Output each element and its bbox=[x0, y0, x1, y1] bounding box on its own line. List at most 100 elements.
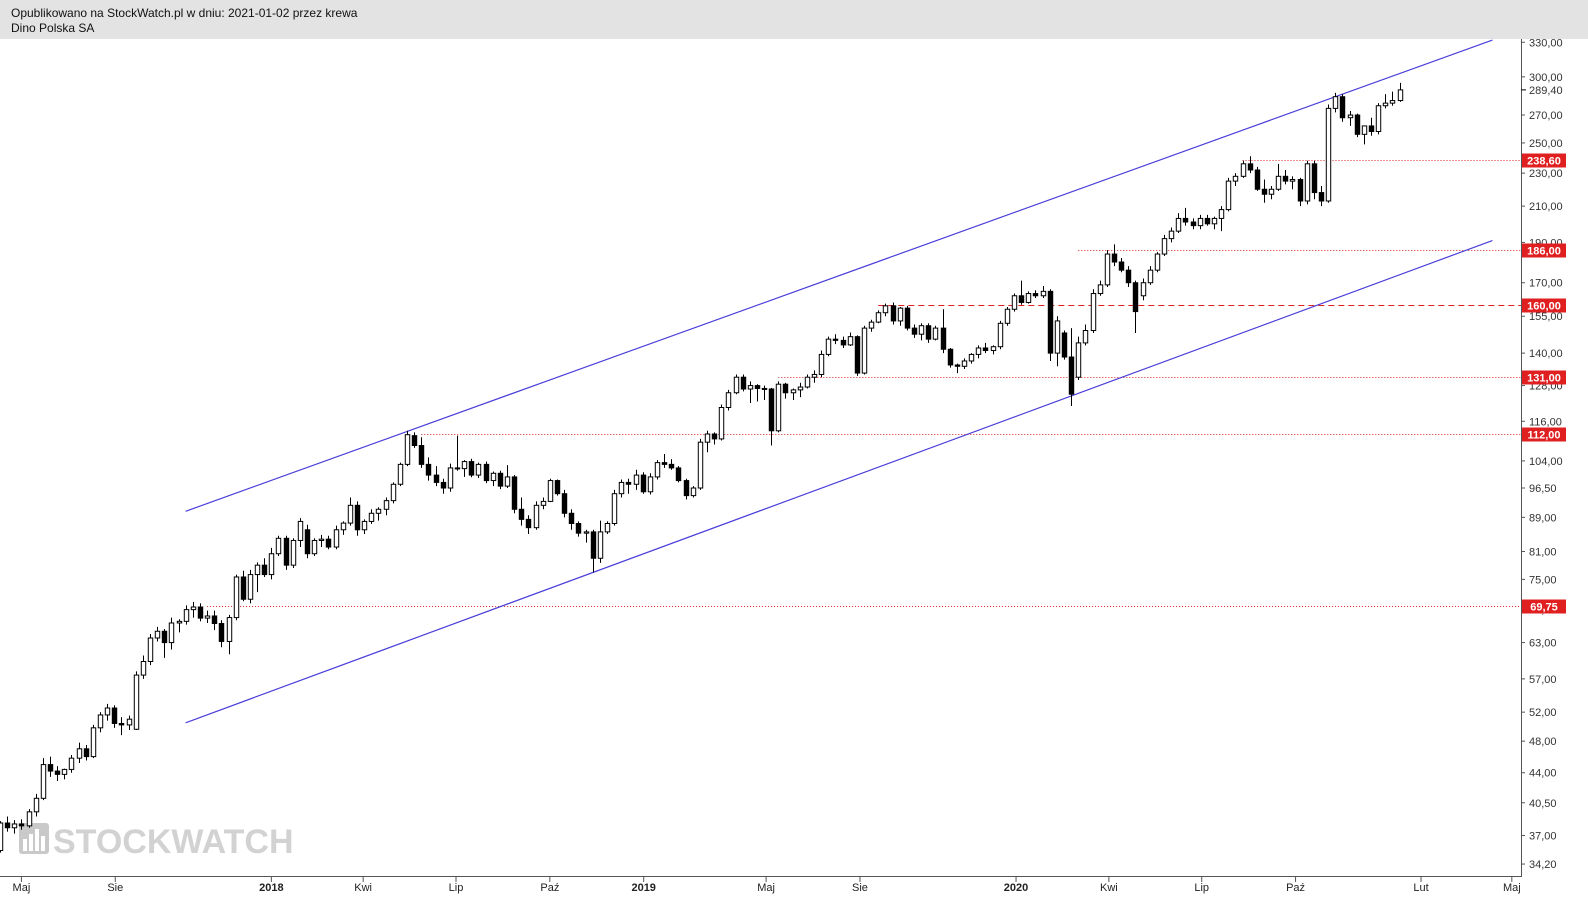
candle bbox=[1354, 113, 1361, 138]
candle bbox=[325, 535, 332, 550]
candle-body bbox=[90, 727, 97, 758]
candle bbox=[633, 469, 640, 490]
candle bbox=[1068, 328, 1075, 406]
candle-body bbox=[461, 461, 468, 470]
x-axis: Maj Sie 2018 Kwi Lip Paź 2019 Maj Sie 2020 Kwi Lip P… bbox=[0, 876, 1521, 894]
candle-body bbox=[475, 463, 482, 476]
candle bbox=[1240, 160, 1247, 178]
candle bbox=[1204, 214, 1211, 226]
candle-body bbox=[768, 388, 775, 432]
candle bbox=[83, 744, 90, 761]
candle-body bbox=[1339, 96, 1346, 119]
candle-body bbox=[454, 467, 461, 470]
candle-body bbox=[675, 467, 682, 482]
candle bbox=[847, 332, 854, 346]
candle-body bbox=[690, 487, 697, 497]
candle bbox=[790, 388, 797, 401]
candle-body bbox=[832, 338, 839, 341]
candle bbox=[818, 350, 825, 378]
candle-body bbox=[33, 797, 40, 813]
candle-body bbox=[1232, 175, 1239, 182]
candle-body bbox=[247, 574, 254, 600]
candle-body bbox=[1261, 188, 1268, 195]
candle bbox=[447, 463, 454, 492]
watermark-text: STOCKWATCH bbox=[53, 823, 294, 861]
candle bbox=[90, 724, 97, 759]
x-tick-label: Kwi bbox=[354, 882, 372, 894]
candle bbox=[1047, 289, 1054, 361]
candle-body bbox=[940, 327, 947, 350]
candle bbox=[1397, 82, 1404, 102]
candle bbox=[540, 497, 547, 510]
candle-body bbox=[1240, 163, 1247, 177]
candle-body bbox=[790, 389, 797, 394]
candle bbox=[711, 432, 718, 445]
level-badge bbox=[1522, 298, 1566, 313]
candle-body bbox=[83, 748, 90, 758]
candle bbox=[747, 381, 754, 404]
candle bbox=[261, 558, 268, 577]
candle-body bbox=[518, 508, 525, 520]
candle-body bbox=[404, 434, 411, 465]
candle bbox=[11, 820, 18, 834]
y-tick-label: 89,00 bbox=[1529, 512, 1557, 524]
candle bbox=[861, 325, 868, 375]
candle bbox=[147, 634, 154, 666]
candle-body bbox=[1140, 282, 1147, 297]
candle-body bbox=[1397, 89, 1404, 102]
candle bbox=[675, 466, 682, 483]
candle-body bbox=[97, 714, 104, 729]
candle bbox=[740, 374, 747, 392]
candle-body bbox=[1197, 217, 1204, 227]
candle bbox=[140, 655, 147, 679]
candle bbox=[533, 501, 540, 530]
candle-body bbox=[1275, 175, 1282, 190]
candle bbox=[654, 460, 661, 480]
candle-body bbox=[654, 462, 661, 478]
stockwatch-watermark: STOCKWATCH bbox=[19, 823, 294, 861]
candle-body bbox=[54, 770, 61, 775]
candle-body bbox=[975, 347, 982, 355]
candle-body bbox=[854, 336, 861, 374]
candle bbox=[511, 475, 518, 514]
candle-body bbox=[633, 474, 640, 485]
candle bbox=[1104, 250, 1111, 288]
candle-body bbox=[418, 445, 425, 465]
candle-body bbox=[1254, 169, 1261, 190]
candle-body bbox=[290, 539, 297, 566]
candle-body bbox=[197, 606, 204, 619]
candle bbox=[1161, 234, 1168, 257]
candle-body bbox=[782, 383, 789, 394]
candle bbox=[775, 381, 782, 433]
candle-body bbox=[390, 483, 397, 502]
candle bbox=[718, 404, 725, 441]
level-badge-label: 131,00 bbox=[1527, 373, 1561, 385]
x-tick-label: Sie bbox=[852, 882, 868, 894]
candle bbox=[1054, 316, 1061, 367]
candle-body bbox=[718, 406, 725, 440]
candle-body bbox=[1168, 230, 1175, 240]
candle bbox=[525, 515, 532, 535]
candle bbox=[1168, 227, 1175, 243]
candle-body bbox=[925, 325, 932, 340]
y-tick-label: 155,00 bbox=[1529, 311, 1563, 323]
candle bbox=[947, 347, 954, 368]
candle-body bbox=[525, 518, 532, 529]
candle-body bbox=[1332, 96, 1339, 109]
candle-body bbox=[411, 435, 418, 447]
candle-body bbox=[868, 321, 875, 329]
candle-body bbox=[1247, 163, 1254, 171]
candle bbox=[475, 462, 482, 479]
candle bbox=[961, 358, 968, 369]
candle bbox=[604, 521, 611, 535]
candle-body bbox=[704, 433, 711, 443]
candle bbox=[176, 619, 183, 633]
candle bbox=[1297, 177, 1304, 207]
candle-body bbox=[840, 339, 847, 346]
candle-body bbox=[40, 764, 47, 799]
candle-body bbox=[761, 387, 768, 390]
y-tick-label: 37,00 bbox=[1529, 831, 1557, 843]
candle bbox=[1339, 94, 1346, 122]
current-price-label: 289,40 bbox=[1529, 85, 1563, 97]
